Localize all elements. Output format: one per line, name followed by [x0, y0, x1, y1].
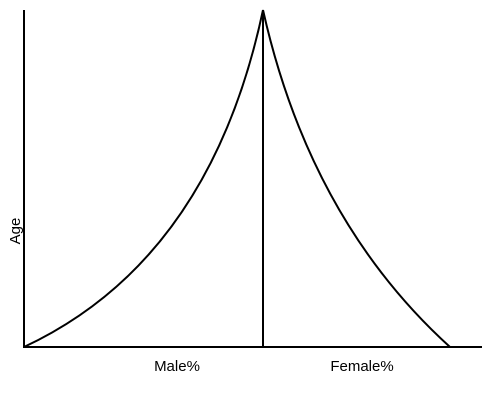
female-percent-label: Female%	[330, 358, 393, 375]
female-curve	[263, 10, 450, 347]
y-axis-label: Age	[7, 218, 24, 245]
male-percent-label: Male%	[154, 358, 200, 375]
male-curve	[24, 10, 263, 347]
